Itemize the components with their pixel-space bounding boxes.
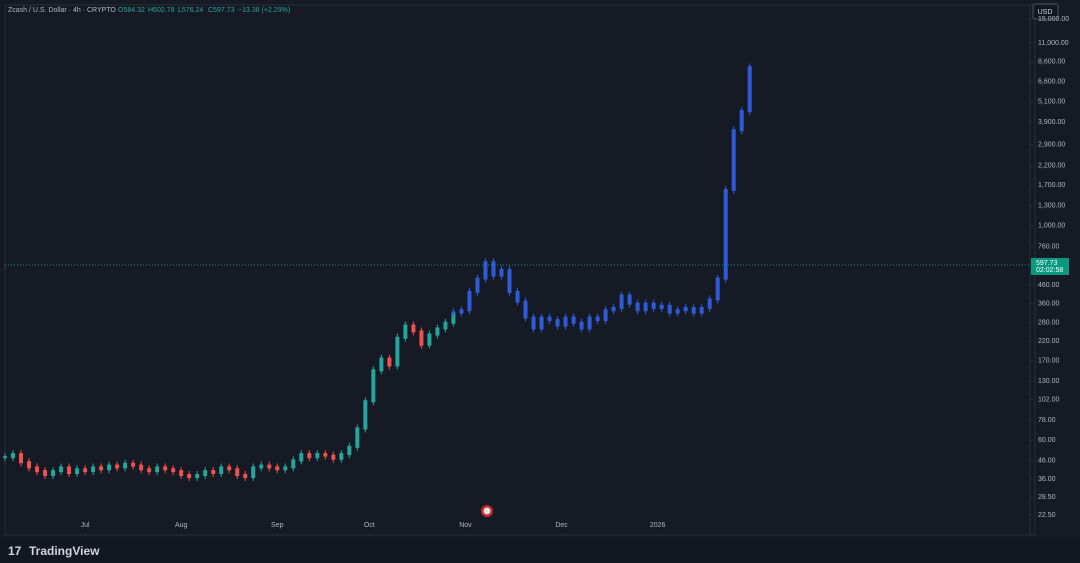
currency-label[interactable]: USD <box>1038 9 1053 16</box>
x-tick-label: Jul <box>81 522 90 529</box>
plot-background <box>0 0 1080 537</box>
y-tick-label: 46.00 <box>1038 457 1056 464</box>
y-tick-label: 130.00 <box>1038 378 1060 385</box>
x-tick-label: Nov <box>459 522 472 529</box>
y-tick-label: 5,100.00 <box>1038 98 1065 105</box>
y-tick-label: 15,000.00 <box>1038 16 1069 23</box>
low: L576.24 <box>178 7 203 14</box>
y-tick-label: 8,600.00 <box>1038 59 1065 66</box>
x-tick-label: Dec <box>555 522 568 529</box>
y-tick-label: 1,000.00 <box>1038 223 1065 230</box>
event-icon-inner <box>483 507 491 515</box>
change: −13.38 (+2.29%) <box>238 7 290 14</box>
y-tick-label: 102.00 <box>1038 397 1060 404</box>
y-tick-label: 1,300.00 <box>1038 203 1065 210</box>
y-tick-label: 78.00 <box>1038 417 1056 424</box>
y-tick-label: 1,700.00 <box>1038 182 1065 189</box>
symbol: Zcash / U.S. Dollar · 4h · CRYPTO <box>8 7 116 14</box>
logo-mark: 17 <box>8 544 22 558</box>
footer <box>0 537 1080 563</box>
y-tick-label: 280.00 <box>1038 320 1060 327</box>
x-tick-label: Oct <box>364 522 375 529</box>
x-tick-label: 2026 <box>650 522 666 529</box>
y-tick-label: 22.50 <box>1038 512 1056 519</box>
y-tick-label: 360.00 <box>1038 300 1060 307</box>
y-tick-label: 36.00 <box>1038 476 1056 483</box>
high: H602.78 <box>148 7 175 14</box>
last-price-badge <box>1031 257 1069 275</box>
countdown: 02:02:58 <box>1036 267 1063 274</box>
y-tick-label: 3,900.00 <box>1038 119 1065 126</box>
y-tick-label: 2,200.00 <box>1038 162 1065 169</box>
y-tick-label: 6,600.00 <box>1038 79 1065 86</box>
last-price-label: 597.73 <box>1036 260 1058 267</box>
y-tick-label: 60.00 <box>1038 437 1056 444</box>
y-tick-label: 28.50 <box>1038 494 1056 501</box>
open: O584.32 <box>118 7 145 14</box>
y-tick-label: 11,000.00 <box>1038 40 1069 47</box>
y-tick-label: 460.00 <box>1038 282 1060 289</box>
close: C597.73 <box>208 7 235 14</box>
currency-button[interactable] <box>1032 3 1059 20</box>
x-tick-label: Sep <box>271 522 284 529</box>
y-tick-label: 2,900.00 <box>1038 141 1065 148</box>
y-tick-label: 170.00 <box>1038 358 1060 365</box>
x-tick-label: Aug <box>175 522 188 529</box>
brand: TradingView <box>29 544 100 558</box>
y-tick-label: 760.00 <box>1038 244 1060 251</box>
y-tick-label: 220.00 <box>1038 338 1060 345</box>
